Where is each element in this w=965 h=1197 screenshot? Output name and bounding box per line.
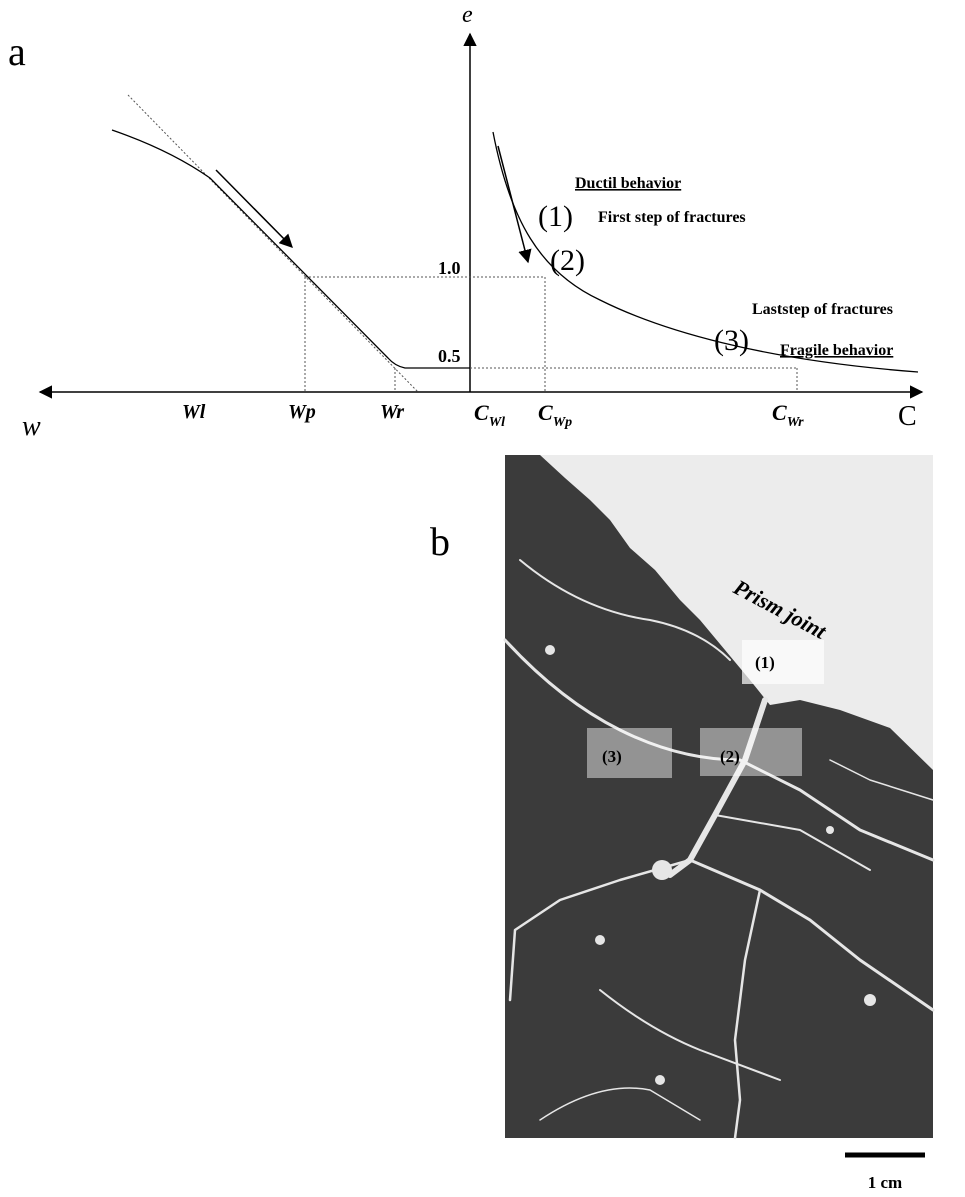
marker-label: (2) [720, 747, 740, 766]
axis-label: w [22, 411, 41, 442]
arrow [215, 169, 293, 248]
tick-label: Wl [182, 401, 206, 423]
axis-label: e [462, 2, 473, 28]
annotation: Laststep of fractures [752, 301, 893, 318]
annotation: (2) [550, 244, 585, 277]
tick-label: 0.5 [438, 346, 461, 366]
annotation: First step of fractures [598, 209, 746, 226]
panel-a: a e w C Ductil behavior (1) First step o… [8, 2, 924, 442]
tick-label: Wr [380, 401, 404, 423]
annotation: (1) [538, 200, 573, 233]
background [540, 455, 933, 770]
annotation: (3) [714, 324, 749, 357]
panel-b: b (1) (2) (3) Prism joint 1 [430, 455, 935, 1192]
tick-label: Wp [288, 401, 316, 423]
highlight [587, 728, 672, 778]
curve-c [492, 131, 919, 373]
annotation: Fragile behavior [780, 342, 893, 359]
arrow [497, 145, 532, 264]
cracks [503, 559, 935, 1140]
panel-label: a [8, 29, 26, 74]
axis-label: C [898, 401, 917, 432]
highlight [700, 728, 802, 776]
highlight [742, 640, 824, 684]
tick-label: CWl [474, 400, 505, 430]
tick-label: CWp [538, 400, 572, 430]
marker-label: (3) [602, 747, 622, 766]
panel-label: b [430, 519, 450, 564]
guides [127, 94, 798, 393]
tick-label: 1.0 [438, 258, 461, 278]
marker-label: (1) [755, 653, 775, 672]
tick-label: CWr [772, 400, 804, 430]
curve-w [111, 129, 470, 369]
annotation: Ductil behavior [575, 175, 681, 192]
scale-label: 1 cm [868, 1173, 902, 1192]
